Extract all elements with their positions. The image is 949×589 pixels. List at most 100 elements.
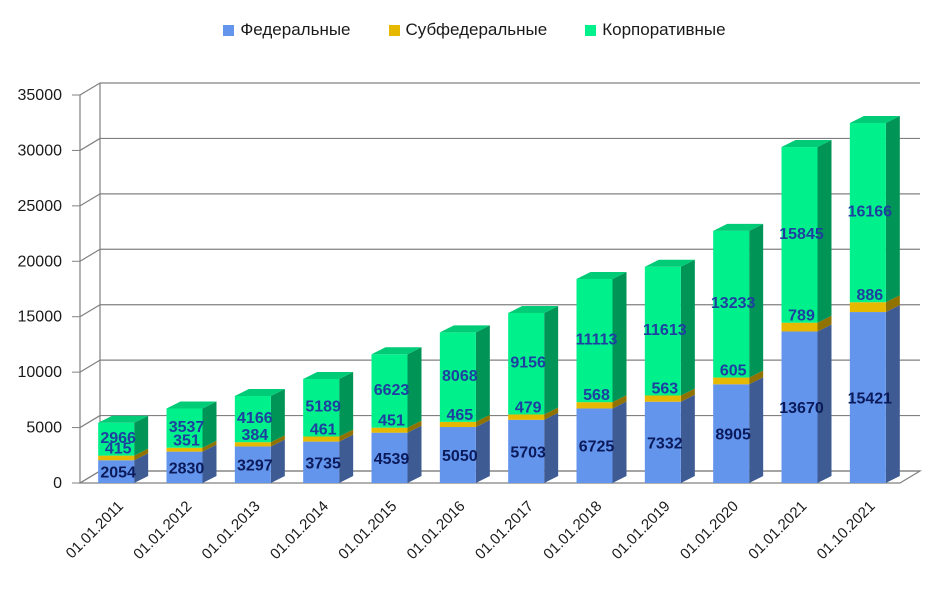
data-label-2-8: 11613 xyxy=(643,322,687,339)
bar-side-2-6 xyxy=(544,305,559,415)
bar-side-0-7 xyxy=(612,401,627,483)
x-tick-label: 01.01.2012 xyxy=(130,498,195,563)
bar-top-10 xyxy=(781,140,832,148)
data-label-0-0: 2054 xyxy=(100,465,136,482)
legend-swatch-corporate xyxy=(585,24,597,36)
data-label-2-2: 4166 xyxy=(237,410,273,427)
bar-2-0 xyxy=(98,422,135,456)
data-label-2-0: 2966 xyxy=(100,430,136,447)
bar-0-4 xyxy=(371,432,408,483)
side-wall-line xyxy=(79,137,101,151)
data-label-2-6: 9156 xyxy=(510,355,546,372)
bar-side-1-2 xyxy=(270,435,285,447)
legend-label-corporate: Корпоративные xyxy=(602,20,726,39)
bar-0-8 xyxy=(644,401,681,483)
data-label-2-10: 15845 xyxy=(779,226,824,243)
bar-side-0-9 xyxy=(749,377,764,483)
legend-item-federal: Федеральные xyxy=(223,20,351,40)
side-wall-line xyxy=(79,248,101,262)
data-label-1-11: 886 xyxy=(856,287,883,304)
bar-side-0-10 xyxy=(817,324,832,483)
data-label-1-4: 451 xyxy=(378,413,405,430)
data-label-0-10: 13670 xyxy=(779,400,824,417)
bar-side-1-0 xyxy=(134,448,149,461)
data-label-1-7: 568 xyxy=(583,387,610,404)
bar-side-2-7 xyxy=(612,271,627,403)
bar-side-1-10 xyxy=(817,315,832,332)
bar-side-0-0 xyxy=(134,453,149,483)
bar-1-6 xyxy=(508,414,545,420)
bar-1-11 xyxy=(849,302,886,313)
bar-2-1 xyxy=(166,408,203,448)
data-label-0-11: 15421 xyxy=(848,391,893,408)
bar-2-4 xyxy=(371,354,408,428)
bar-side-0-8 xyxy=(680,394,695,483)
bar-side-2-8 xyxy=(680,259,695,396)
legend: Федеральные Субфедеральные Корпоративные xyxy=(0,20,949,40)
bar-2-9 xyxy=(713,230,750,378)
data-label-1-3: 461 xyxy=(310,421,337,438)
bar-top-9 xyxy=(713,223,764,231)
x-tick-label: 01.01.2011 xyxy=(63,498,127,562)
data-label-1-10: 789 xyxy=(788,308,815,325)
data-label-2-4: 6623 xyxy=(374,382,410,399)
data-label-0-9: 8905 xyxy=(715,427,751,444)
bar-side-0-5 xyxy=(475,420,490,483)
bar-side-1-7 xyxy=(612,395,627,409)
bar-0-2 xyxy=(234,446,271,483)
bar-side-0-4 xyxy=(407,425,422,483)
bar-1-0 xyxy=(98,455,135,461)
x-tick-label: 01.01.2014 xyxy=(267,498,332,563)
side-wall-line xyxy=(79,82,101,96)
bar-side-1-9 xyxy=(749,370,764,385)
data-label-1-1: 351 xyxy=(173,433,200,450)
y-tick-label: 10000 xyxy=(18,364,63,381)
bar-side-2-3 xyxy=(339,371,354,437)
bar-side-1-6 xyxy=(544,407,559,420)
legend-swatch-federal xyxy=(223,24,235,36)
y-tick-label: 15000 xyxy=(18,309,63,326)
bar-side-2-2 xyxy=(270,389,285,443)
x-tick-label: 01.01.2019 xyxy=(609,498,674,563)
data-label-1-6: 479 xyxy=(515,399,542,416)
data-label-2-9: 13233 xyxy=(711,295,756,312)
data-label-0-6: 5703 xyxy=(510,444,546,461)
bar-side-2-5 xyxy=(475,325,490,422)
bar-2-2 xyxy=(234,396,271,443)
bar-side-1-3 xyxy=(339,429,354,442)
bar-side-0-1 xyxy=(202,444,217,483)
bar-side-2-9 xyxy=(749,223,764,378)
data-label-0-5: 5050 xyxy=(442,448,478,465)
side-wall-line xyxy=(79,359,101,373)
bar-side-0-2 xyxy=(270,439,285,483)
bar-0-5 xyxy=(439,427,476,483)
bar-0-0 xyxy=(98,460,135,483)
bar-side-1-8 xyxy=(680,388,695,402)
y-tick-label: 20000 xyxy=(18,253,63,270)
bar-top-5 xyxy=(439,325,490,333)
side-wall-line xyxy=(79,193,101,207)
x-tick-label: 01.01.2018 xyxy=(540,498,605,563)
bar-side-0-6 xyxy=(544,412,559,483)
bar-0-7 xyxy=(576,408,613,483)
side-wall-line xyxy=(79,415,101,429)
data-label-0-8: 7332 xyxy=(647,435,683,452)
data-label-1-8: 563 xyxy=(651,380,678,397)
data-label-1-5: 465 xyxy=(446,407,473,424)
bar-side-1-5 xyxy=(475,414,490,428)
data-label-0-7: 6725 xyxy=(579,439,615,456)
bar-1-9 xyxy=(713,377,750,385)
legend-label-federal: Федеральные xyxy=(240,20,351,39)
bar-side-1-1 xyxy=(202,440,217,452)
bar-top-7 xyxy=(576,271,627,279)
data-label-0-2: 3297 xyxy=(237,458,273,475)
data-label-0-4: 4539 xyxy=(374,451,410,468)
data-label-2-11: 16166 xyxy=(848,204,893,221)
bar-2-5 xyxy=(439,332,476,422)
bar-top-4 xyxy=(371,347,422,355)
data-label-2-5: 8068 xyxy=(442,368,478,385)
legend-swatch-subfederal xyxy=(388,24,400,36)
bar-1-5 xyxy=(439,421,476,428)
